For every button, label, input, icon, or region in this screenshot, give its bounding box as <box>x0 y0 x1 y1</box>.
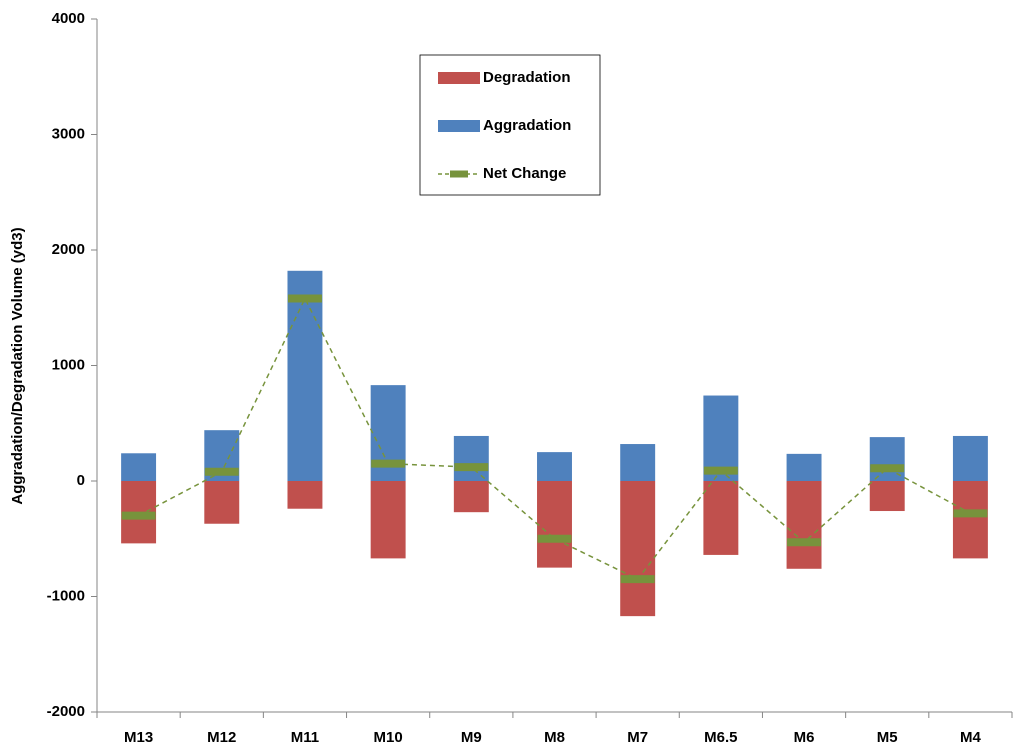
bar <box>121 453 157 481</box>
bar <box>952 435 988 481</box>
bar <box>620 444 656 481</box>
x-tick-label: M13 <box>124 729 153 746</box>
y-tick-label: 3000 <box>52 125 85 142</box>
bar <box>453 435 489 481</box>
y-tick-label: 1000 <box>52 356 85 373</box>
bar <box>287 481 323 509</box>
legend-label: Net Change <box>483 165 566 182</box>
bar <box>620 481 656 617</box>
y-tick-label: 0 <box>77 472 85 489</box>
x-tick-label: M10 <box>374 729 403 746</box>
bar <box>786 453 822 481</box>
x-tick-label: M11 <box>291 729 319 746</box>
bar <box>703 481 739 555</box>
bar <box>786 481 822 569</box>
bar <box>869 437 905 481</box>
y-tick-label: 4000 <box>52 10 85 27</box>
legend-label: Degradation <box>483 69 571 86</box>
x-tick-label: M8 <box>544 729 565 746</box>
legend-swatch <box>438 72 480 84</box>
y-axis-title: Aggradation/Degradation Volume (yd3) <box>9 227 26 504</box>
legend-label: Aggradation <box>483 117 571 134</box>
bar <box>952 481 988 559</box>
bar <box>287 270 323 481</box>
bar <box>869 481 905 512</box>
x-tick-label: M12 <box>207 729 236 746</box>
bar <box>204 481 240 524</box>
y-tick-label: -1000 <box>47 587 85 604</box>
y-tick-label: 2000 <box>52 241 85 258</box>
bar <box>453 481 489 513</box>
x-tick-label: M6 <box>794 729 815 746</box>
x-tick-label: M6.5 <box>704 729 737 746</box>
bar <box>370 481 406 559</box>
y-tick-label: -2000 <box>47 703 85 720</box>
x-tick-label: M9 <box>461 729 482 746</box>
x-tick-label: M4 <box>960 729 981 746</box>
legend-swatch <box>438 120 480 132</box>
bar <box>537 452 572 481</box>
bar <box>537 481 572 568</box>
x-tick-label: M7 <box>627 729 648 746</box>
x-tick-label: M5 <box>877 729 898 746</box>
